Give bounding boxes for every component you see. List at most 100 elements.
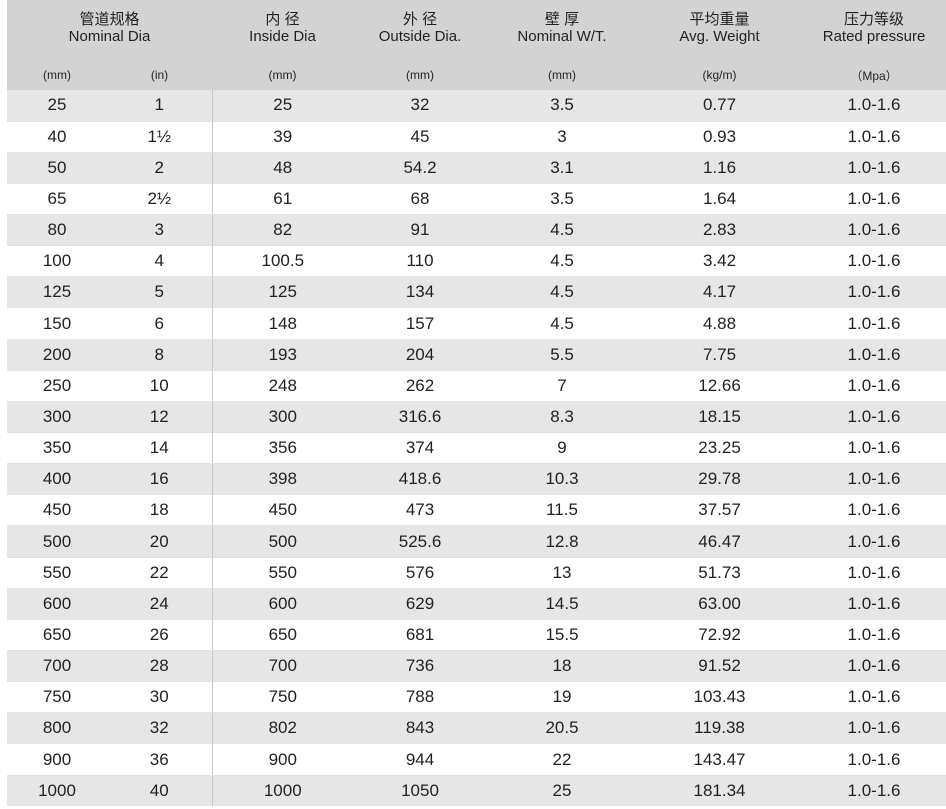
header-en: Nominal Dia (68, 28, 151, 45)
table-cell: 1.0-1.6 (802, 618, 946, 652)
table-row: 150 6 148 157 4.5 4.88 1.0-1.6 (7, 307, 946, 340)
table-cell: 61 (212, 182, 354, 216)
table-cell: 20.5 (487, 712, 638, 744)
table-cell: 134 (353, 276, 488, 308)
header-cn: 外 径 (402, 11, 438, 28)
table-cell: 1.0-1.6 (802, 432, 946, 465)
header-en: Rated pressure (822, 28, 926, 45)
table-cell: 18.15 (637, 401, 803, 433)
table-cell: 100 (7, 245, 107, 278)
table-cell: 1.0-1.6 (802, 245, 946, 278)
table-cell: 7.75 (637, 339, 803, 371)
table-cell: 576 (353, 556, 488, 589)
table-cell: 1.0-1.6 (802, 339, 946, 371)
table-cell: 16 (107, 463, 213, 495)
unit-cell: （Mpa） (802, 60, 946, 90)
table-cell: 20 (107, 525, 213, 558)
table-cell: 1.0-1.6 (802, 120, 946, 153)
table-cell: 900 (7, 743, 107, 776)
table-cell: 248 (212, 369, 354, 402)
table-cell: 2½ (107, 182, 213, 216)
table-cell: 374 (353, 432, 488, 465)
header-outside-dia: 外 径 Outside Dia. (353, 0, 488, 60)
table-cell: 3 (107, 214, 213, 246)
table-cell: 25 (487, 775, 638, 807)
table-cell: 300 (7, 401, 107, 433)
table-cell: 51.73 (637, 556, 803, 589)
table-cell: 25 (212, 90, 354, 122)
table-cell: 450 (212, 494, 354, 527)
table-cell: 1 (107, 90, 213, 122)
table-cell: 398 (212, 463, 354, 495)
header-en: Avg. Weight (679, 28, 760, 45)
table-cell: 7 (487, 369, 638, 402)
table-cell: 119.38 (637, 712, 803, 744)
table-cell: 80 (7, 214, 107, 246)
unit-cell: (in) (107, 60, 213, 90)
table-cell: 63.00 (637, 588, 803, 620)
header-cn: 壁 厚 (544, 11, 580, 28)
table-row: 650 26 650 681 15.5 72.92 1.0-1.6 (7, 618, 946, 652)
table-cell: 1.64 (637, 182, 803, 216)
table-cell: 24 (107, 588, 213, 620)
table-cell: 100.5 (212, 245, 354, 278)
table-cell: 1000 (212, 775, 354, 807)
header-nominal-dia: 管道规格 Nominal Dia (7, 0, 213, 60)
header-avg-weight: 平均重量 Avg. Weight (637, 0, 803, 60)
table-row: 100 4 100.5 110 4.5 3.42 1.0-1.6 (7, 245, 946, 278)
pipe-spec-table-container: 管道规格 Nominal Dia 内 径 Inside Dia 外 径 Outs… (7, 0, 946, 807)
table-cell: 1.0-1.6 (802, 214, 946, 246)
table-cell: 300 (212, 401, 354, 433)
table-cell: 1.0-1.6 (802, 681, 946, 714)
header-cn: 内 径 (265, 11, 300, 28)
table-cell: 650 (7, 618, 107, 652)
table-cell: 18 (487, 650, 638, 682)
table-cell: 72.92 (637, 618, 803, 652)
table-cell: 9 (487, 432, 638, 465)
table-cell: 788 (353, 681, 488, 714)
table-cell: 3.5 (487, 182, 638, 216)
table-row: 450 18 450 473 11.5 37.57 1.0-1.6 (7, 494, 946, 527)
table-cell: 2 (107, 152, 213, 184)
table-row: 250 10 248 262 7 12.66 1.0-1.6 (7, 369, 946, 402)
table-row: 40 1½ 39 45 3 0.93 1.0-1.6 (7, 120, 946, 153)
table-cell: 6 (107, 307, 213, 340)
table-cell: 3.1 (487, 152, 638, 184)
table-cell: 148 (212, 307, 354, 340)
table-cell: 400 (7, 463, 107, 495)
unit-cell: (mm) (353, 60, 488, 90)
table-cell: 4.5 (487, 214, 638, 246)
table-cell: 4.5 (487, 245, 638, 278)
table-cell: 91 (353, 214, 488, 246)
table-cell: 12 (107, 401, 213, 433)
table-cell: 143.47 (637, 743, 803, 776)
table-row: 900 36 900 944 22 143.47 1.0-1.6 (7, 743, 946, 776)
unit-cell: (mm) (7, 60, 107, 90)
table-cell: 944 (353, 743, 488, 776)
table-row: 400 16 398 418.6 10.3 29.78 1.0-1.6 (7, 463, 946, 495)
header-inside-dia: 内 径 Inside Dia (212, 0, 354, 60)
table-cell: 12.66 (637, 369, 803, 402)
table-cell: 22 (487, 743, 638, 776)
table-cell: 750 (212, 681, 354, 714)
table-cell: 1.0-1.6 (802, 525, 946, 558)
table-cell: 650 (212, 618, 354, 652)
table-cell: 3.5 (487, 90, 638, 122)
table-cell: 1.0-1.6 (802, 463, 946, 495)
header-en: Outside Dia. (378, 28, 462, 45)
table-cell: 23.25 (637, 432, 803, 465)
table-cell: 3.42 (637, 245, 803, 278)
table-cell: 1.16 (637, 152, 803, 184)
table-row: 65 2½ 61 68 3.5 1.64 1.0-1.6 (7, 182, 946, 216)
table-cell: 356 (212, 432, 354, 465)
header-title-row: 管道规格 Nominal Dia 内 径 Inside Dia 外 径 Outs… (7, 0, 946, 60)
table-cell: 29.78 (637, 463, 803, 495)
table-cell: 32 (353, 90, 488, 122)
header-en: Inside Dia (249, 28, 316, 45)
table-cell: 600 (7, 588, 107, 620)
table-cell: 204 (353, 339, 488, 371)
table-cell: 10 (107, 369, 213, 402)
table-cell: 150 (7, 307, 107, 340)
table-cell: 110 (353, 245, 488, 278)
table-cell: 18 (107, 494, 213, 527)
